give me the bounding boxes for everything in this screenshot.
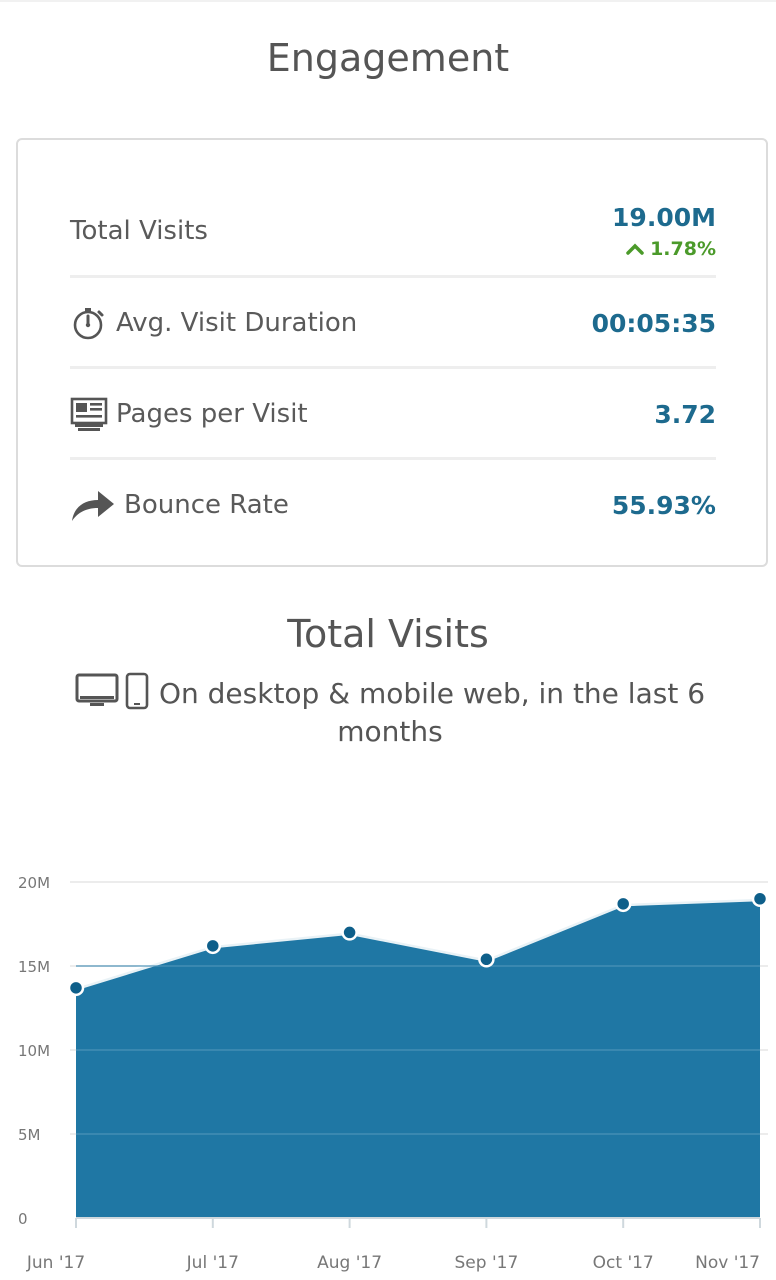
desktop-icon (75, 673, 119, 706)
stopwatch-icon (70, 304, 108, 342)
y-tick-label: 15M (18, 958, 50, 976)
metric-pages-per-visit: Pages per Visit 3.72 (70, 371, 716, 457)
chart-subtitle: On desktop & mobile web, in the last 6 m… (60, 672, 720, 751)
total-visits-label: Total Visits (70, 216, 208, 246)
x-tick-label: Aug '17 (317, 1253, 382, 1273)
top-divider (0, 0, 776, 2)
data-point (478, 951, 495, 968)
metric-bounce-rate: Bounce Rate 55.93% (70, 461, 716, 549)
divider (70, 457, 716, 460)
bounce-rate-value: 55.93% (611, 490, 716, 520)
data-point (341, 924, 358, 941)
data-point (614, 895, 632, 913)
metric-total-visits: Total Visits 19.00M 1.78% (70, 185, 716, 277)
chart-subtitle-text: On desktop & mobile web, in the last 6 m… (158, 677, 706, 748)
total-visits-change: 1.78% (626, 238, 716, 260)
metric-avg-visit-duration: Avg. Visit Duration 00:05:35 (70, 280, 716, 366)
y-tick-label: 20M (18, 874, 50, 892)
data-point (204, 937, 222, 955)
mobile-icon (125, 672, 149, 710)
pages-icon (70, 395, 108, 433)
y-tick-label: 10M (18, 1042, 50, 1060)
y-tick-label: 0 (18, 1210, 28, 1228)
total-visits-change-value: 1.78% (650, 237, 716, 260)
data-point (751, 890, 769, 908)
y-tick-label: 5M (18, 1126, 41, 1144)
x-tick-label: Sep '17 (455, 1253, 519, 1273)
bounce-arrow-icon (70, 486, 116, 524)
area-series (76, 898, 760, 1218)
pages-per-visit-value: 3.72 (654, 399, 716, 429)
bounce-rate-label: Bounce Rate (124, 490, 289, 520)
chevron-up-icon (626, 243, 644, 255)
total-visits-value: 19.00M (612, 202, 716, 232)
pages-per-visit-label: Pages per Visit (116, 399, 308, 429)
avg-visit-duration-value: 00:05:35 (591, 308, 716, 338)
x-tick-label: Jul '17 (186, 1253, 239, 1273)
x-tick-label: Nov '17 (695, 1253, 760, 1273)
engagement-title: Engagement (266, 36, 510, 80)
data-point (67, 979, 85, 997)
total-visits-chart-title: Total Visits (287, 612, 489, 656)
device-icons (75, 672, 149, 710)
series-line (75, 896, 761, 991)
total-visits-area-chart: 0 5M 10M 15M 20M Jun '17 Jul '17 Aug '17 Sep '17… (18, 874, 769, 1273)
avg-visit-duration-label: Avg. Visit Duration (116, 308, 358, 338)
x-tick-label: Oct '17 (593, 1253, 654, 1273)
divider (70, 275, 716, 278)
engagement-card: Total Visits 19.00M 1.78% (16, 138, 768, 567)
x-tick-label: Jun '17 (26, 1253, 85, 1273)
divider (70, 366, 716, 369)
